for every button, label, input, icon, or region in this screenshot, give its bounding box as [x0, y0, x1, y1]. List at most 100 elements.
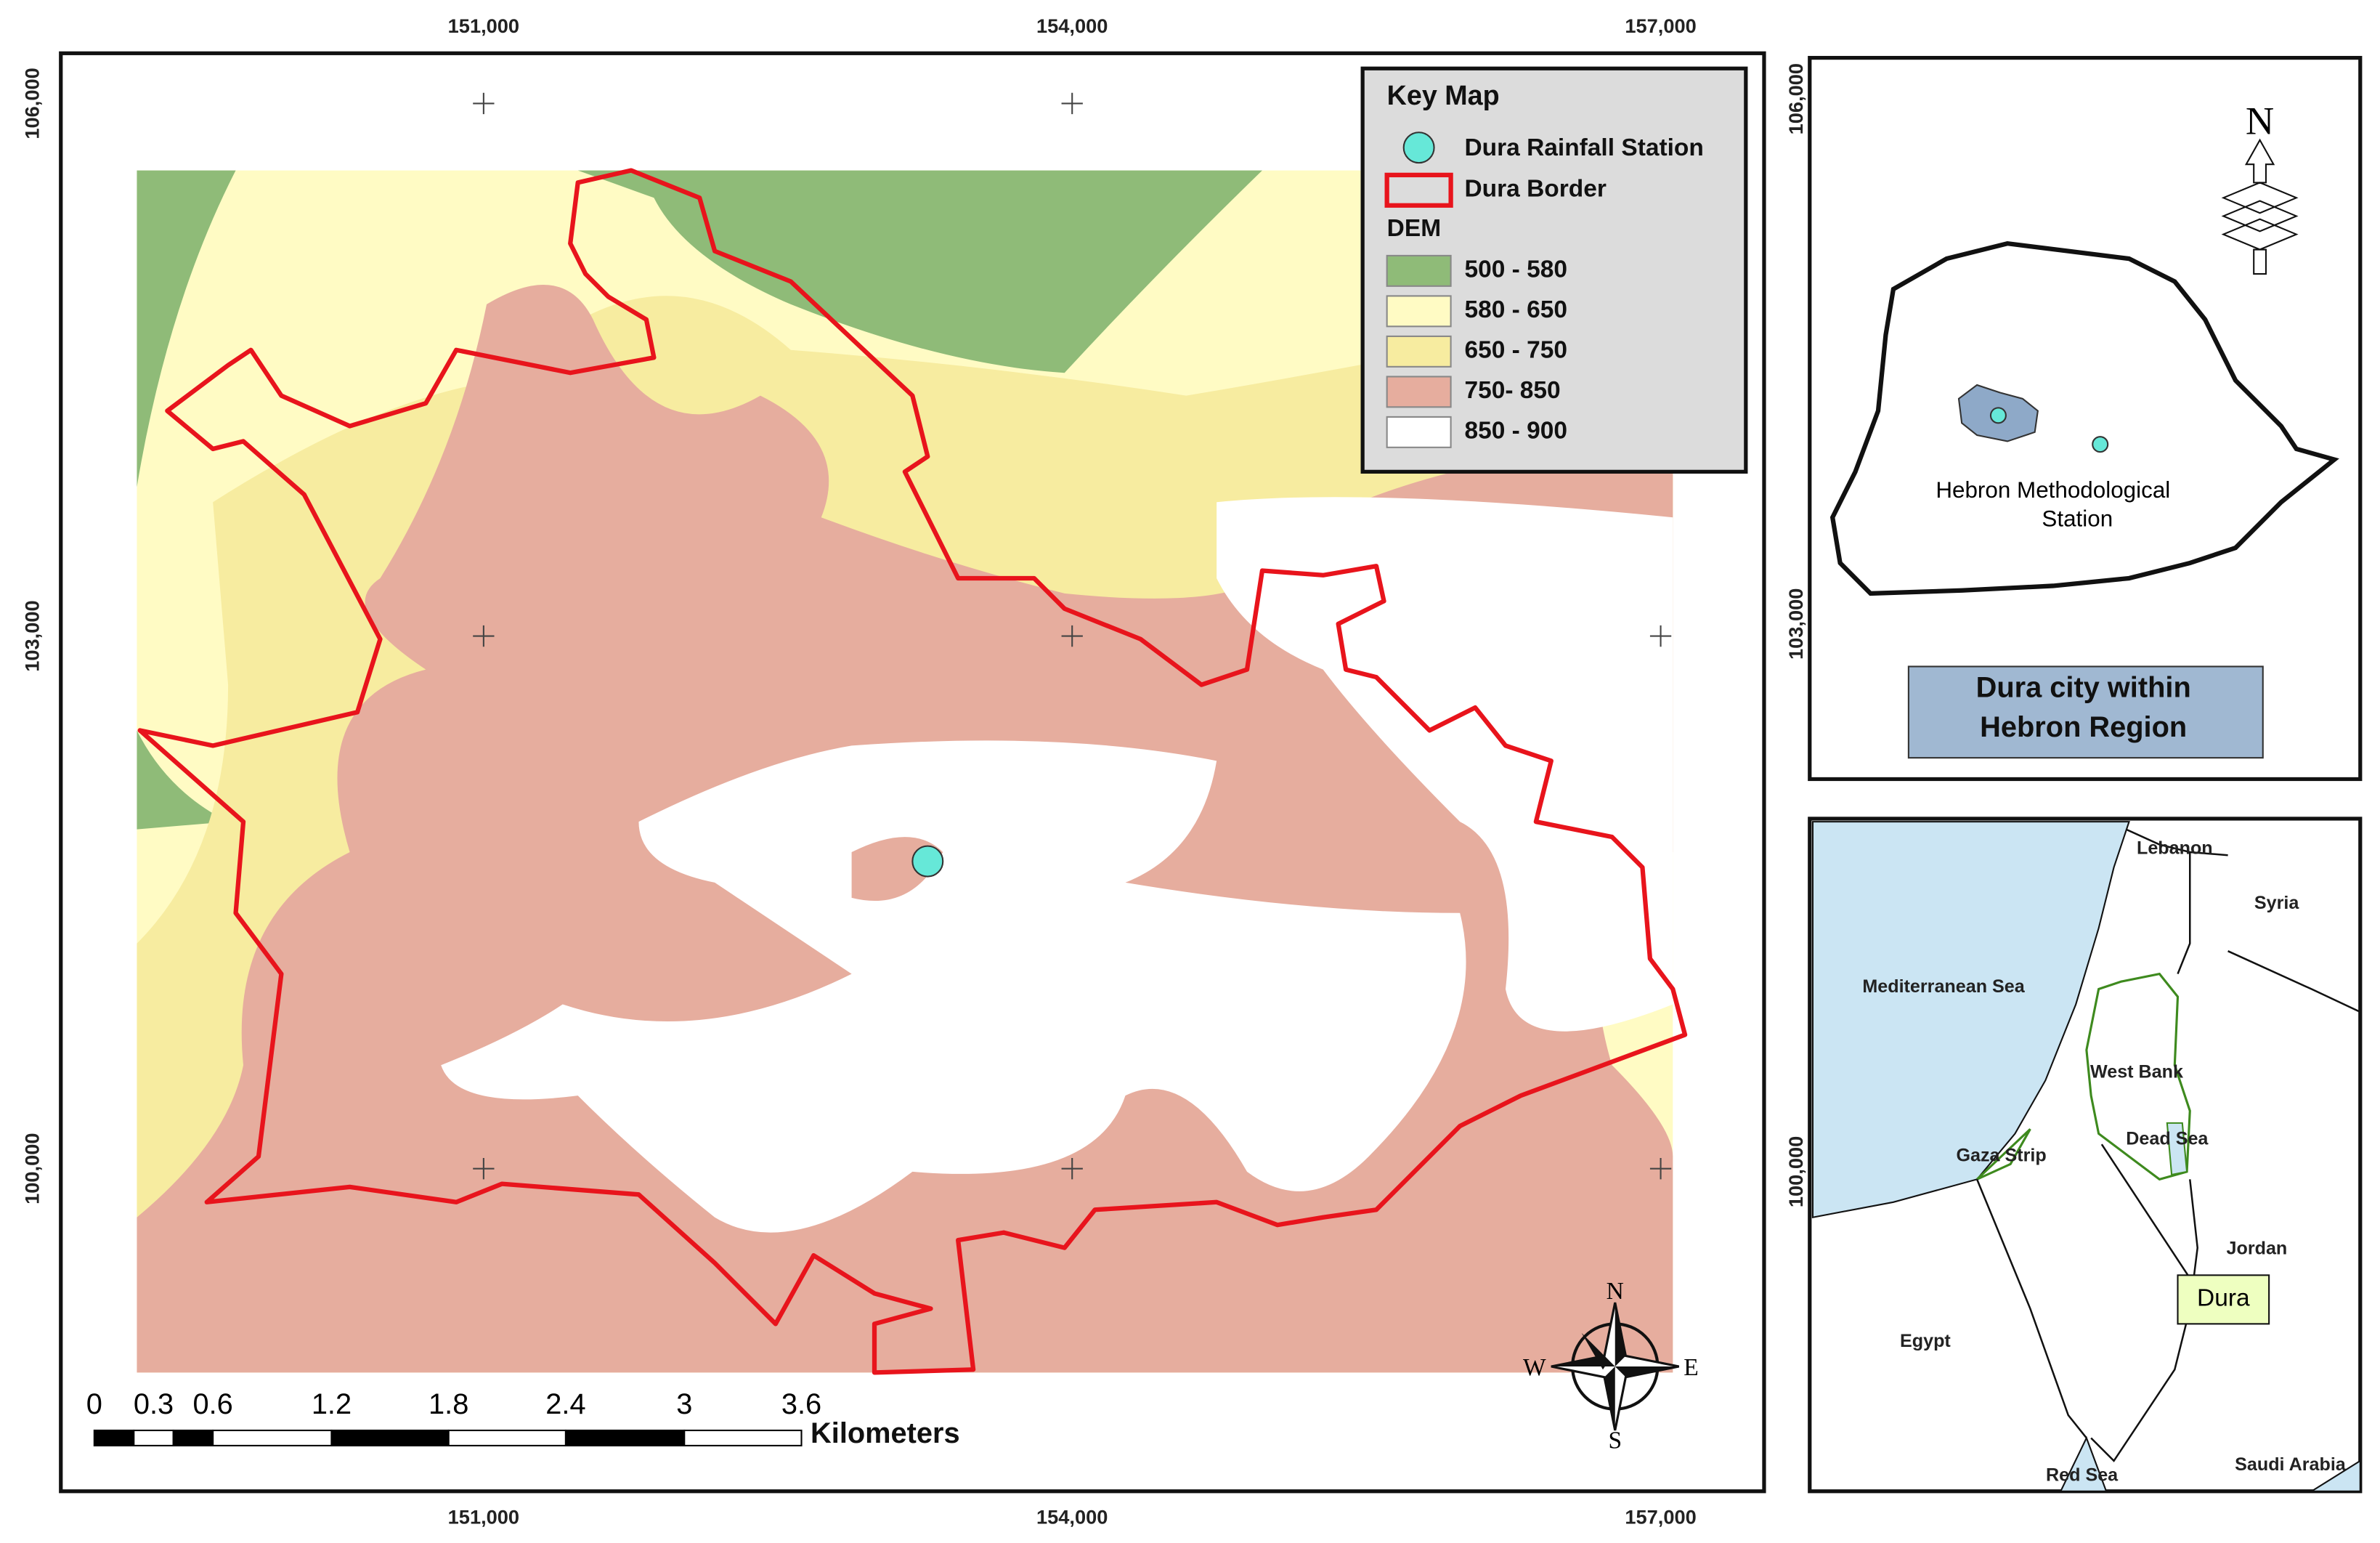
compass-star	[1581, 1332, 1609, 1370]
scale-segment	[93, 1429, 135, 1446]
legend-label: 750- 850	[1464, 377, 1560, 404]
legend-swatch	[1384, 172, 1453, 208]
legend: Key Map Dura Rainfall Station Dura Borde…	[1360, 66, 1748, 474]
scale-unit: Kilometers	[811, 1417, 960, 1449]
grid-cross	[1649, 1158, 1672, 1180]
legend-title: Key Map	[1387, 80, 1500, 110]
scale-label: 2.4	[545, 1388, 585, 1420]
compass-w: W	[1523, 1354, 1546, 1381]
compass-star	[1615, 1303, 1626, 1367]
x-coord-label: 151,000	[448, 15, 519, 37]
hebron-inset: Hebron Methodological Station Dura city …	[1808, 55, 2363, 782]
x-coord-label: 154,000	[1036, 15, 1108, 37]
borders	[1975, 828, 2361, 1462]
y-coord-label: 100,000	[20, 1133, 43, 1204]
scale-segment	[133, 1429, 174, 1446]
legend-swatch	[1386, 376, 1452, 408]
legend-classes: 500 - 580 580 - 650 650 - 750 750- 850 850 -…	[1386, 254, 1567, 448]
legend-swatch	[1386, 295, 1452, 328]
region-label: Lebanon	[2137, 838, 2213, 858]
region-label: Syria	[2254, 893, 2299, 913]
region-label: West Bank	[2090, 1061, 2183, 1082]
axis-label: 100,000	[1784, 1136, 1807, 1207]
callout-box	[2177, 1274, 2270, 1325]
scale-segment	[172, 1429, 214, 1446]
compass-star	[1615, 1366, 1679, 1377]
scale-label: 0	[86, 1388, 102, 1420]
region-label: Dead Sea	[2126, 1129, 2209, 1149]
legend-swatch	[1386, 416, 1452, 448]
grid-cross	[1649, 625, 1672, 647]
inset-title: Dura city within	[1976, 671, 2191, 703]
region-label: Egypt	[1900, 1331, 1951, 1351]
compass-star	[1604, 1366, 1615, 1430]
scale-segment	[447, 1429, 566, 1446]
y-coord-label: 103,000	[20, 600, 43, 671]
station-dot	[2092, 436, 2109, 453]
dem-850-900	[1217, 497, 1673, 1032]
axis-label: 103,000	[1784, 588, 1807, 660]
region-label: Red Sea	[2046, 1465, 2119, 1485]
coordinate-labels: 151,000 151,000 154,000 154,000 157,000 157,0…	[20, 15, 1697, 1528]
scale-label: 0.6	[192, 1388, 232, 1420]
legend-label: 650 - 750	[1464, 337, 1567, 364]
axis-label: 106,000	[1784, 63, 1807, 134]
grid-cross	[1061, 625, 1083, 647]
scale-segment	[212, 1429, 333, 1446]
scale-segment	[330, 1429, 450, 1446]
x-coord-label: 154,000	[1036, 1506, 1108, 1528]
north-arrow-label: N	[2246, 98, 2274, 142]
y-coord-label: 106,000	[20, 68, 43, 139]
scale-label: 3.6	[781, 1388, 821, 1420]
x-coord-label: 157,000	[1625, 1506, 1696, 1528]
x-coord-label: 151,000	[448, 1506, 519, 1528]
compass-n: N	[1607, 1278, 1624, 1305]
compass: N S E W	[1523, 1278, 1699, 1454]
region-label: Gaza Strip	[1956, 1146, 2046, 1166]
station-label: Hebron Methodological	[1936, 477, 2170, 503]
callout-label: Dura	[2197, 1285, 2250, 1312]
right-axis: 106,000 103,000 100,000	[1784, 63, 1807, 1207]
legend-swatch	[1402, 131, 1435, 164]
region-labels: Lebanon Syria Mediterranean Sea West Bank Ga…	[1862, 838, 2346, 1485]
inset-title-box	[1907, 665, 2264, 759]
legend-label: 850 - 900	[1464, 418, 1567, 445]
scale-label: 0.3	[134, 1388, 174, 1420]
grid-cross	[473, 92, 495, 115]
region-inset: Dura Lebanon Syria Mediterranean Sea West B…	[1808, 817, 2363, 1494]
north-arrow	[2221, 182, 2299, 275]
scale-segment	[683, 1429, 803, 1446]
dem-850-900	[441, 740, 1466, 1233]
legend-label: 580 - 650	[1464, 296, 1567, 323]
dem-500-580	[137, 170, 236, 830]
scale-label: 1.2	[312, 1388, 352, 1420]
dead-sea	[2166, 1122, 2188, 1176]
legend-label: Dura Border	[1464, 176, 1606, 203]
callout-line	[2100, 1143, 2191, 1279]
grid-cross	[1061, 92, 1083, 115]
scale-segment	[564, 1429, 686, 1446]
red-sea	[2059, 1435, 2361, 1492]
legend-label: 500 - 580	[1464, 256, 1567, 283]
region-label: Mediterranean Sea	[1862, 976, 2025, 997]
compass-e: E	[1684, 1354, 1698, 1381]
grid-cross	[1061, 1158, 1083, 1180]
gaza	[1976, 1128, 2031, 1180]
legend-swatch	[1386, 254, 1452, 287]
mediterranean	[1811, 821, 2130, 1219]
legend-swatch	[1386, 335, 1452, 368]
region-label: Jordan	[2227, 1238, 2288, 1258]
legend-subtitle: DEM	[1387, 215, 1441, 242]
scale-bar: Kilometers 0 0.3 0.6 1.2 1.8 2.4 3 3.6	[86, 1388, 960, 1449]
rainfall-station	[911, 845, 944, 878]
compass-s: S	[1608, 1427, 1622, 1454]
station-label: Station	[2042, 506, 2113, 532]
region-label: Saudi Arabia	[2235, 1454, 2347, 1475]
grid-cross	[473, 625, 495, 647]
inset-title: Hebron Region	[1980, 711, 2187, 743]
scale-label: 3	[676, 1388, 692, 1420]
station-dot	[1989, 407, 2007, 424]
legend-label: Dura Rainfall Station	[1464, 134, 1703, 161]
